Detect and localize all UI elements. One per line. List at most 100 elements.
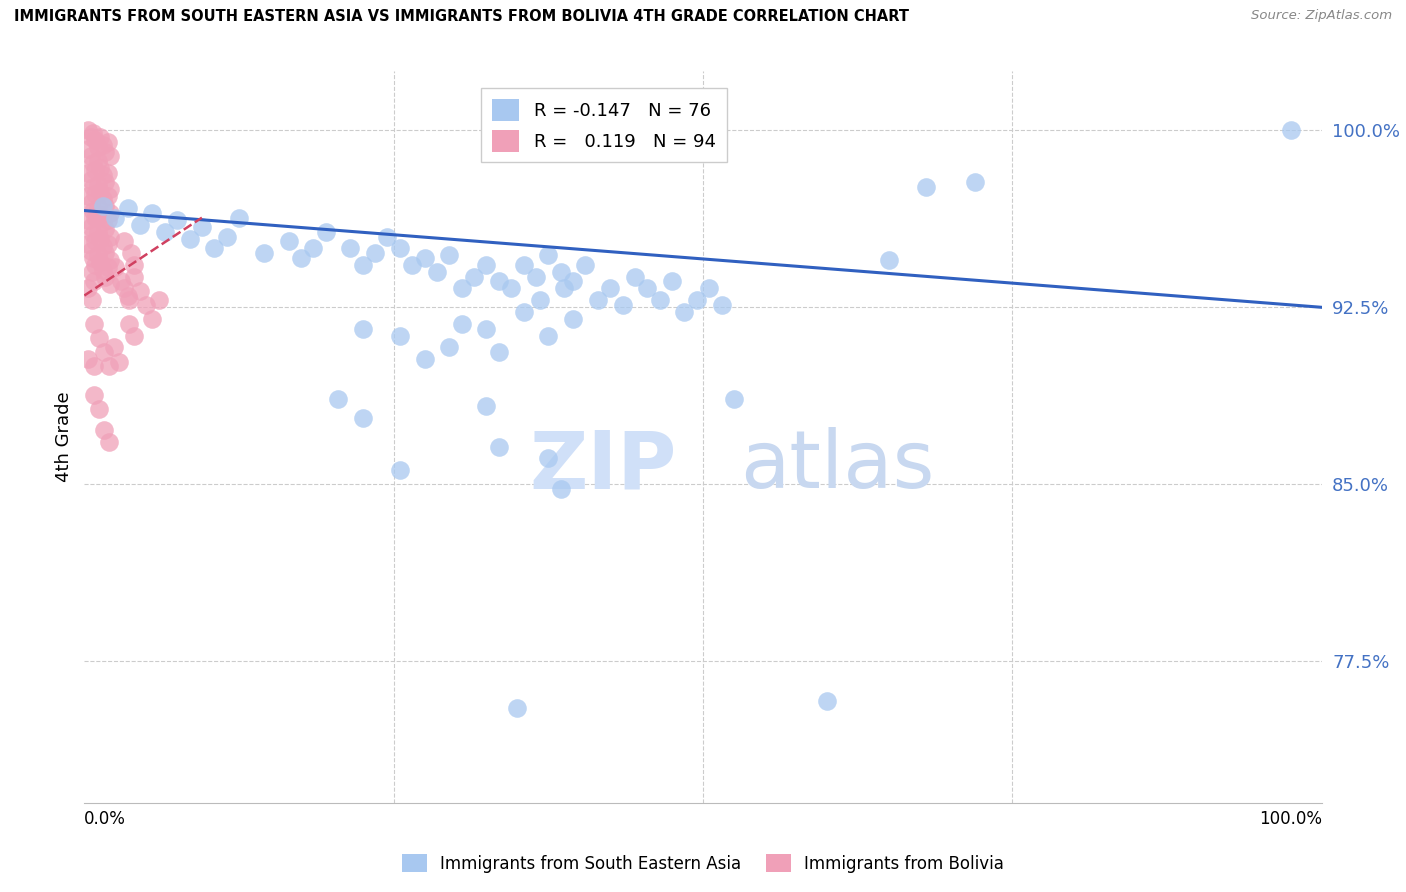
Point: [112, 281, 135, 295]
Point: [488, 440, 510, 454]
Point: [488, 345, 510, 359]
Point: [97, 189, 120, 203]
Point: [574, 258, 596, 272]
Point: [79, 173, 101, 187]
Point: [524, 269, 547, 284]
Point: [697, 281, 720, 295]
Text: 0.0%: 0.0%: [84, 810, 127, 828]
Point: [228, 211, 250, 225]
Point: [87, 178, 110, 192]
Point: [450, 281, 472, 295]
Point: [537, 328, 560, 343]
Point: [599, 281, 621, 295]
Point: [463, 269, 485, 284]
Point: [914, 180, 936, 194]
Point: [661, 274, 683, 288]
Point: [118, 293, 141, 308]
Point: [550, 482, 572, 496]
Point: [413, 352, 436, 367]
Point: [215, 229, 238, 244]
Point: [82, 180, 104, 194]
Point: [77, 281, 100, 295]
Point: [79, 220, 101, 235]
Point: [84, 258, 107, 272]
Point: [84, 163, 107, 178]
Point: [624, 269, 647, 284]
Point: [501, 281, 523, 295]
Point: [91, 192, 114, 206]
Point: [179, 232, 201, 246]
Point: [129, 284, 152, 298]
Point: [97, 260, 120, 275]
Point: [87, 225, 110, 239]
Point: [98, 253, 121, 268]
Point: [191, 220, 214, 235]
Point: [82, 156, 104, 170]
Point: [98, 359, 121, 374]
Point: [84, 187, 107, 202]
Point: [83, 274, 105, 288]
Point: [586, 293, 609, 308]
Text: atlas: atlas: [740, 427, 935, 506]
Point: [98, 206, 121, 220]
Point: [98, 149, 121, 163]
Point: [86, 211, 108, 225]
Text: 100.0%: 100.0%: [1258, 810, 1322, 828]
Point: [77, 189, 100, 203]
Point: [388, 241, 411, 255]
Point: [815, 694, 838, 708]
Point: [97, 236, 120, 251]
Point: [141, 312, 163, 326]
Point: [91, 239, 114, 253]
Point: [91, 199, 114, 213]
Point: [84, 133, 107, 147]
Point: [710, 298, 733, 312]
Point: [877, 253, 900, 268]
Point: [426, 265, 449, 279]
Point: [84, 234, 107, 248]
Point: [153, 225, 176, 239]
Point: [648, 293, 671, 308]
Text: IMMIGRANTS FROM SOUTH EASTERN ASIA VS IMMIGRANTS FROM BOLIVIA 4TH GRADE CORRELAT: IMMIGRANTS FROM SOUTH EASTERN ASIA VS IM…: [14, 9, 910, 24]
Point: [529, 293, 551, 308]
Point: [673, 305, 696, 319]
Point: [82, 227, 104, 242]
Point: [120, 246, 142, 260]
Point: [141, 206, 163, 220]
Point: [98, 277, 121, 291]
Point: [315, 225, 337, 239]
Point: [77, 352, 100, 367]
Point: [352, 321, 374, 335]
Point: [352, 411, 374, 425]
Point: [94, 175, 117, 189]
Point: [117, 288, 139, 302]
Point: [80, 265, 103, 279]
Point: [148, 293, 170, 308]
Point: [89, 185, 111, 199]
Point: [512, 258, 534, 272]
Point: [388, 328, 411, 343]
Point: [562, 312, 585, 326]
Point: [104, 211, 127, 225]
Point: [77, 166, 100, 180]
Point: [475, 258, 498, 272]
Point: [118, 317, 141, 331]
Point: [112, 234, 135, 248]
Point: [553, 281, 575, 295]
Point: [98, 229, 121, 244]
Point: [98, 434, 121, 449]
Point: [122, 258, 145, 272]
Point: [84, 211, 107, 225]
Point: [98, 182, 121, 196]
Point: [352, 258, 374, 272]
Point: [82, 251, 104, 265]
Text: Source: ZipAtlas.com: Source: ZipAtlas.com: [1251, 9, 1392, 22]
Point: [82, 203, 104, 218]
Point: [1279, 123, 1302, 137]
Point: [94, 145, 117, 159]
Point: [89, 331, 111, 345]
Point: [550, 265, 572, 279]
Point: [339, 241, 361, 255]
Point: [108, 354, 131, 368]
Point: [253, 246, 276, 260]
